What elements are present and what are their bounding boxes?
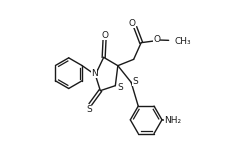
- Text: S: S: [117, 83, 123, 92]
- Text: O: O: [153, 35, 160, 44]
- Text: O: O: [129, 19, 136, 28]
- Text: S: S: [87, 105, 92, 114]
- Text: O: O: [101, 31, 108, 40]
- Text: CH₃: CH₃: [175, 36, 191, 46]
- Text: S: S: [132, 77, 138, 86]
- Text: N: N: [91, 69, 97, 78]
- Text: NH₂: NH₂: [164, 116, 181, 125]
